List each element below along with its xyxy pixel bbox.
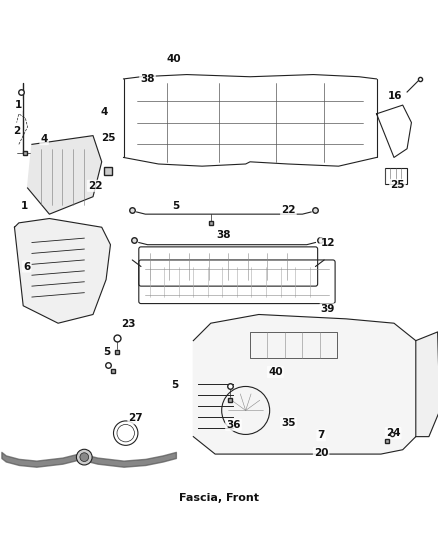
Text: 27: 27 xyxy=(128,413,143,423)
Circle shape xyxy=(76,449,92,465)
Text: 5: 5 xyxy=(103,346,110,357)
Text: 39: 39 xyxy=(320,304,334,314)
Polygon shape xyxy=(415,332,438,437)
Text: 25: 25 xyxy=(389,180,404,190)
Text: 6: 6 xyxy=(23,262,30,271)
Bar xyxy=(250,332,336,358)
Text: 1: 1 xyxy=(14,100,21,110)
Polygon shape xyxy=(28,135,102,214)
Text: 5: 5 xyxy=(171,380,178,390)
Text: Fascia, Front: Fascia, Front xyxy=(179,494,259,503)
Text: 22: 22 xyxy=(280,205,295,215)
Text: 40: 40 xyxy=(268,367,282,377)
Text: 40: 40 xyxy=(166,54,180,64)
Circle shape xyxy=(80,453,88,462)
Text: 36: 36 xyxy=(226,420,240,430)
Text: 35: 35 xyxy=(280,418,295,427)
Text: 4: 4 xyxy=(100,107,107,117)
Bar xyxy=(385,168,406,183)
Text: 38: 38 xyxy=(140,74,155,84)
Text: 4: 4 xyxy=(40,134,48,144)
Text: 7: 7 xyxy=(317,430,324,440)
Text: 38: 38 xyxy=(216,230,230,240)
Polygon shape xyxy=(14,219,110,323)
Text: 1: 1 xyxy=(21,201,28,211)
Text: 24: 24 xyxy=(385,428,399,438)
Text: 20: 20 xyxy=(313,448,328,458)
Text: 22: 22 xyxy=(88,181,102,191)
Text: 16: 16 xyxy=(387,91,401,101)
Text: 12: 12 xyxy=(320,238,334,248)
Text: 25: 25 xyxy=(101,133,115,143)
Text: 5: 5 xyxy=(172,201,179,211)
Text: 2: 2 xyxy=(13,126,20,136)
Polygon shape xyxy=(193,314,415,454)
Text: 23: 23 xyxy=(121,319,136,329)
